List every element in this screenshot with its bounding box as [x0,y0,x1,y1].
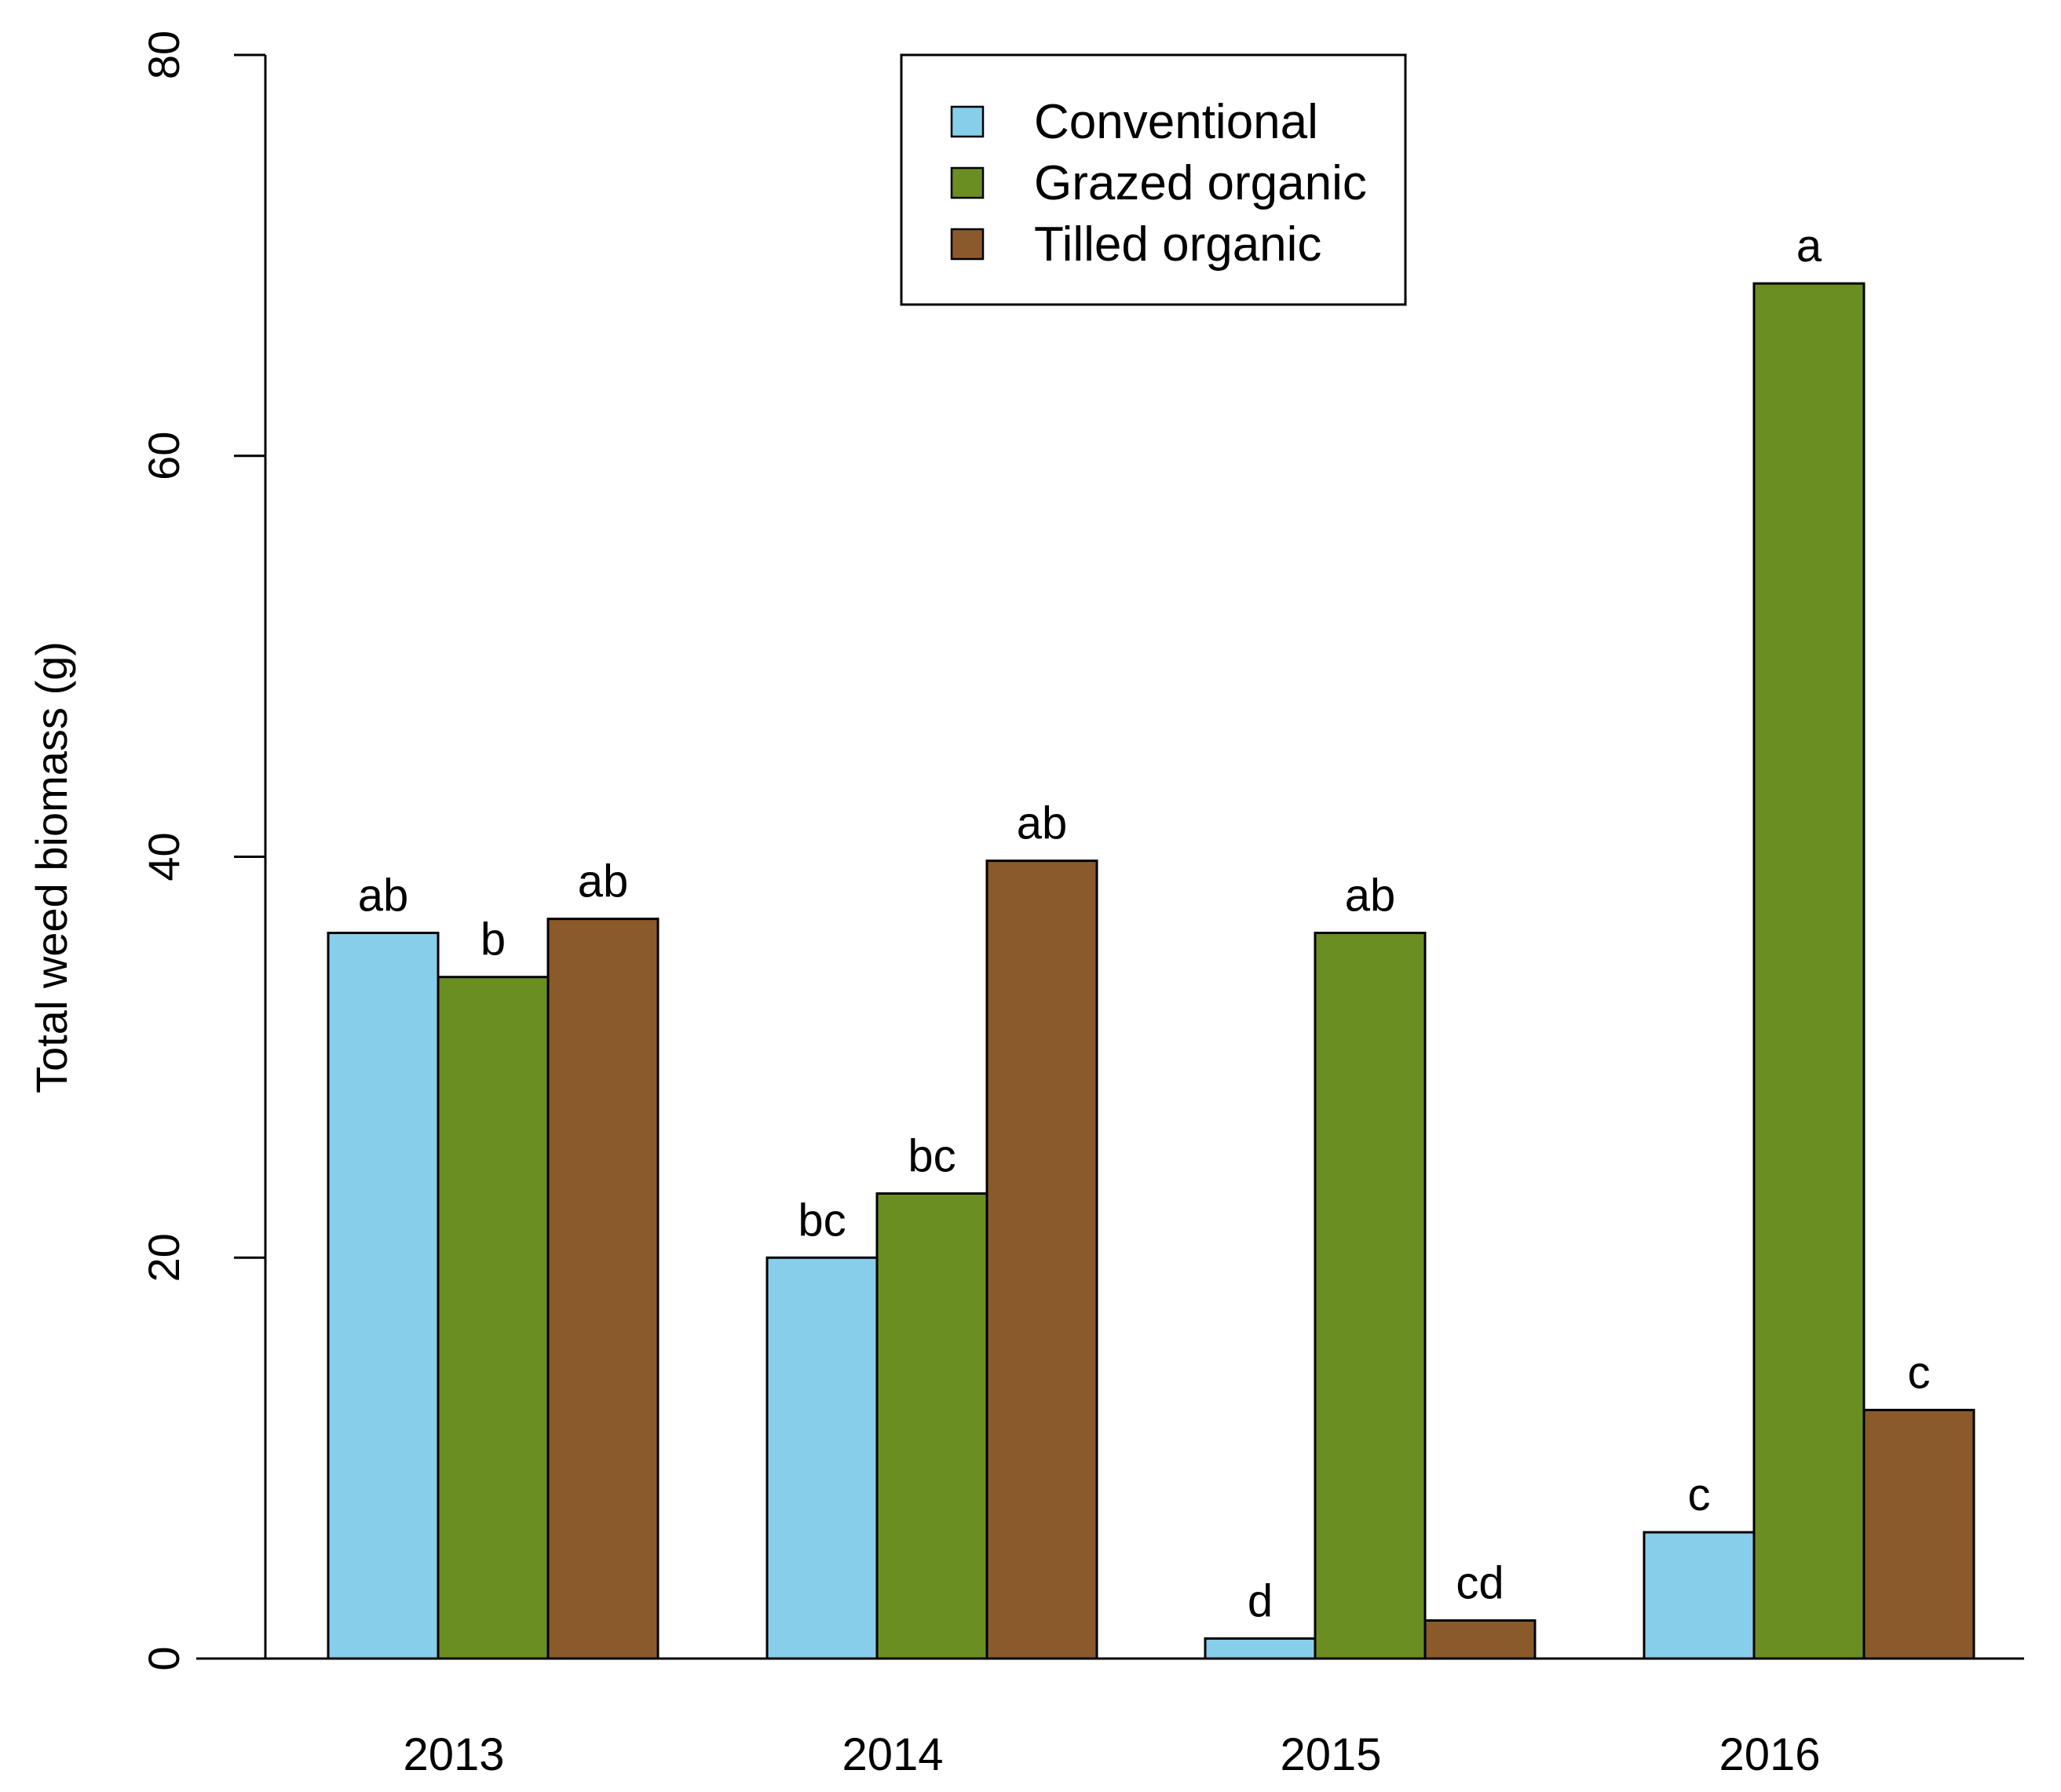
bar [1862,1408,1975,1660]
legend-label: Conventional [1034,95,1318,149]
significance-letter: bc [908,1131,956,1182]
significance-letter: ab [358,870,409,922]
significance-letter: c [1908,1347,1931,1398]
x-category-label: 2015 [1280,1729,1381,1780]
significance-letter: c [1688,1469,1711,1520]
legend-swatch [950,105,985,138]
bar [437,976,550,1660]
legend-box [900,53,1407,306]
legend-label: Grazed organic [1034,156,1367,210]
y-axis-title: Total weed biomass (g) [27,641,76,1093]
x-category-label: 2016 [1719,1729,1820,1780]
bar [1314,932,1427,1660]
y-tick-label: 40 [139,832,188,881]
y-tick-label: 0 [139,1646,188,1670]
significance-letter: ab [1345,870,1396,922]
significance-letter: cd [1456,1557,1504,1608]
x-category-label: 2014 [842,1729,943,1780]
y-axis: 0 20 40 60 80 [139,31,267,1671]
significance-letter: ab [578,856,629,907]
bar [1752,282,1865,1660]
significance-letter: a [1796,221,1822,272]
bar [327,932,440,1660]
legend-swatch [950,228,985,261]
x-axis: 2013 2014 2015 2016 [196,1657,2024,1780]
bar [766,1256,879,1660]
y-tick-label: 60 [139,432,188,480]
legend-label: Tilled organic [1034,217,1321,272]
significance-letter: ab [1017,798,1068,849]
significance-letter: b [481,914,506,965]
bars-layer [327,282,1975,1660]
bar [1204,1637,1317,1660]
y-tick-label: 80 [139,31,188,79]
bar [875,1192,988,1660]
bar [546,918,660,1660]
legend-swatch [950,166,985,199]
x-category-label: 2013 [403,1729,504,1780]
legend: Conventional Grazed organic Tilled organic [900,53,1407,306]
bar [1423,1619,1537,1660]
bar [1643,1531,1756,1660]
significance-letter: d [1248,1575,1273,1626]
significance-letter: bc [798,1195,846,1246]
significance-labels: ab b ab bc bc ab d ab cd c a c [358,221,1931,1626]
bar [985,860,1098,1660]
y-tick-label: 20 [139,1233,188,1282]
